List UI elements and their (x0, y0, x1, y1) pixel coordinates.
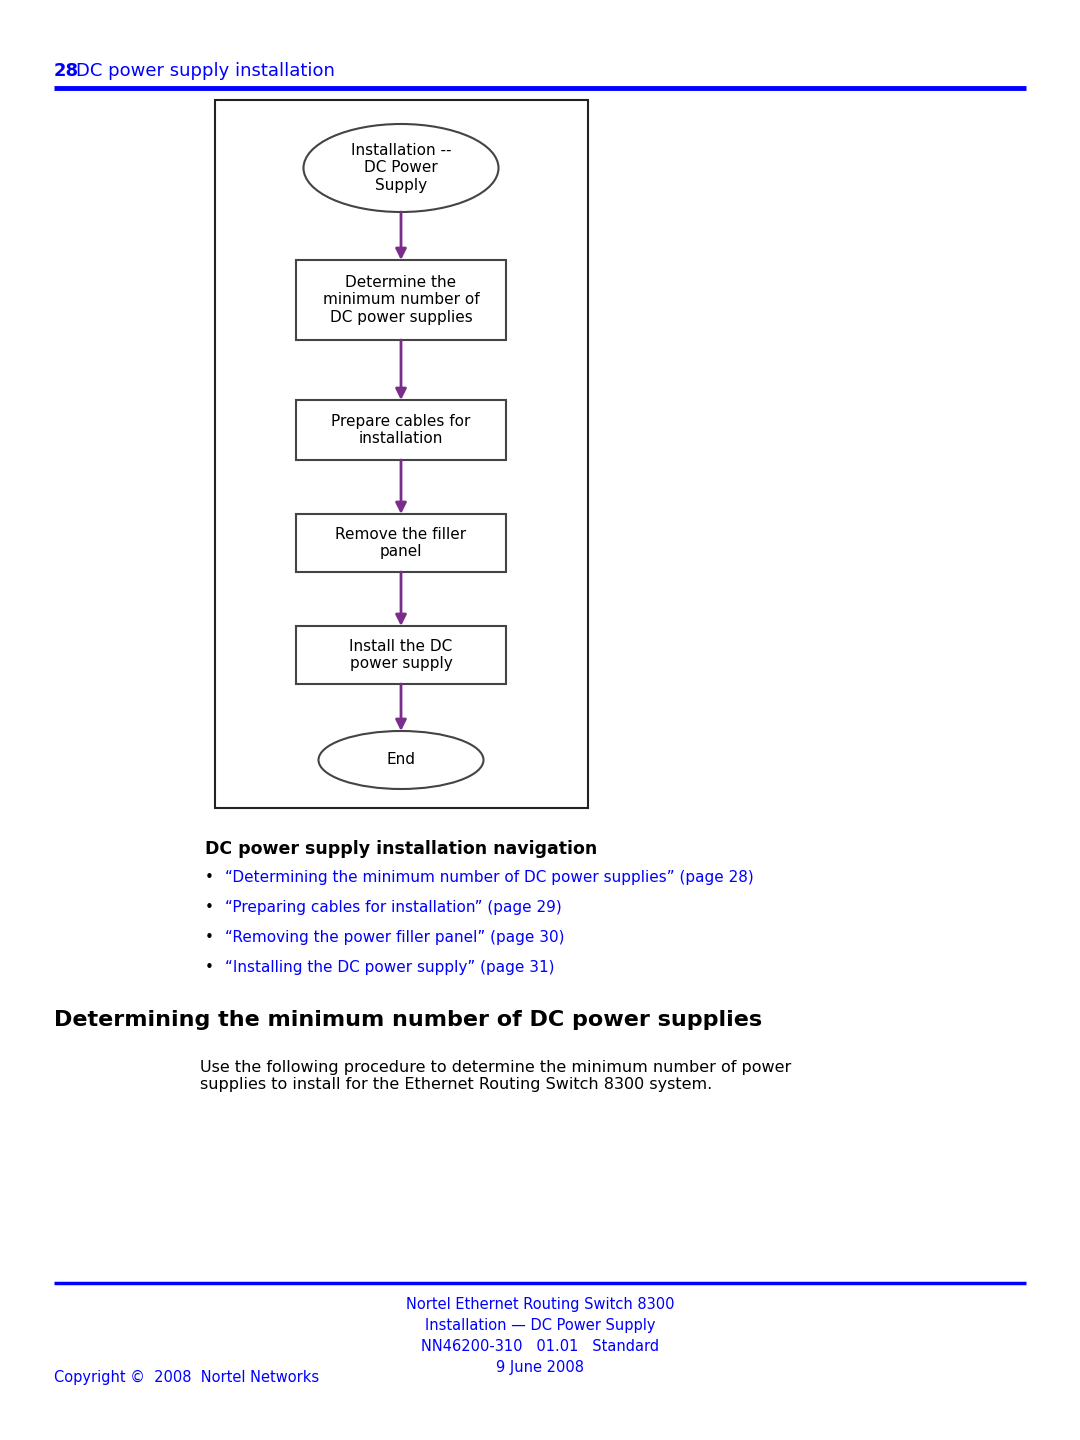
Ellipse shape (319, 732, 484, 789)
Text: Installation — DC Power Supply: Installation — DC Power Supply (424, 1318, 656, 1333)
Text: 9 June 2008: 9 June 2008 (496, 1359, 584, 1375)
Text: Copyright ©  2008  Nortel Networks: Copyright © 2008 Nortel Networks (54, 1369, 319, 1385)
Text: “Installing the DC power supply” (page 31): “Installing the DC power supply” (page 3… (225, 960, 554, 975)
Text: Nortel Ethernet Routing Switch 8300: Nortel Ethernet Routing Switch 8300 (406, 1297, 674, 1312)
Text: •: • (205, 900, 214, 914)
Text: Prepare cables for
installation: Prepare cables for installation (332, 413, 471, 446)
Text: Determining the minimum number of DC power supplies: Determining the minimum number of DC pow… (54, 1009, 762, 1030)
Text: •: • (205, 960, 214, 975)
Text: Remove the filler
panel: Remove the filler panel (336, 527, 467, 559)
Text: Installation --
DC Power
Supply: Installation -- DC Power Supply (351, 143, 451, 193)
Text: Install the DC
power supply: Install the DC power supply (349, 639, 453, 671)
Bar (296, 400, 507, 459)
Text: •: • (205, 930, 214, 945)
Text: “Determining the minimum number of DC power supplies” (page 28): “Determining the minimum number of DC po… (225, 870, 754, 886)
Text: Determine the
minimum number of
DC power supplies: Determine the minimum number of DC power… (323, 275, 480, 325)
Text: DC power supply installation navigation: DC power supply installation navigation (205, 840, 597, 858)
Ellipse shape (303, 124, 499, 212)
Text: 28: 28 (54, 62, 79, 81)
Bar (215, 99, 588, 808)
Text: “Preparing cables for installation” (page 29): “Preparing cables for installation” (pag… (225, 900, 562, 914)
Text: DC power supply installation: DC power supply installation (76, 62, 335, 81)
Text: End: End (387, 753, 416, 768)
Text: NN46200-310   01.01   Standard: NN46200-310 01.01 Standard (421, 1339, 659, 1354)
Text: “Removing the power filler panel” (page 30): “Removing the power filler panel” (page … (225, 930, 565, 945)
Text: Use the following procedure to determine the minimum number of power
supplies to: Use the following procedure to determine… (200, 1060, 792, 1093)
Bar (296, 514, 507, 572)
Bar (296, 261, 507, 340)
Bar (296, 626, 507, 684)
Text: •: • (205, 870, 214, 886)
